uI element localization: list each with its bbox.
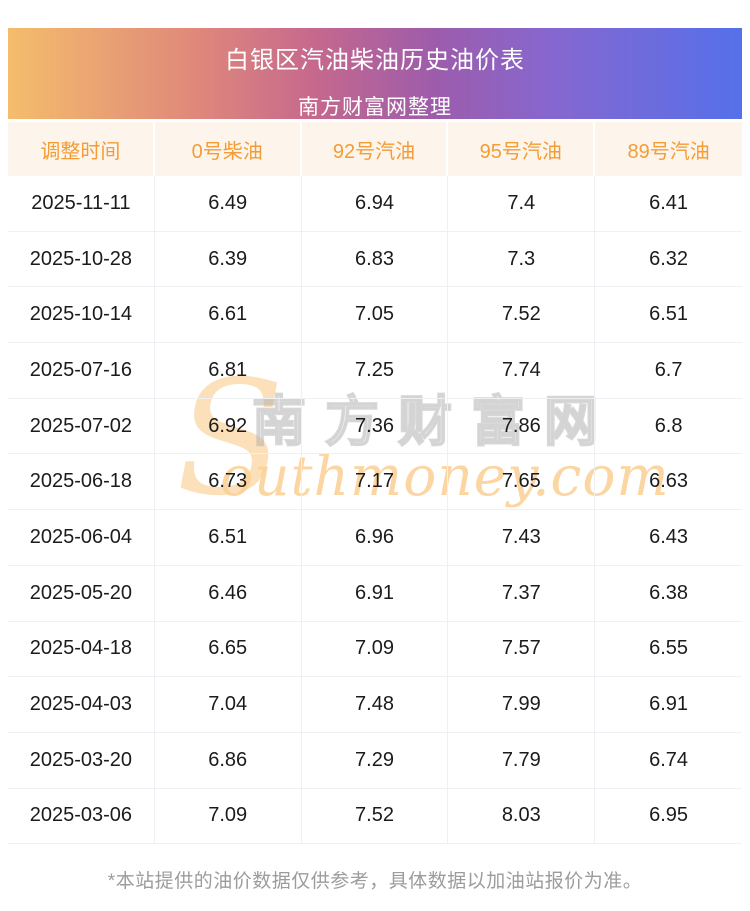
adjust-date-cell: 2025-07-16: [8, 343, 155, 399]
price-cell: 6.91: [301, 565, 449, 622]
price-cell: 7.05: [301, 287, 449, 344]
price-cell: 6.38: [595, 566, 742, 622]
page-title: 白银区汽油柴油历史油价表: [225, 47, 525, 74]
price-cell: 6.94: [301, 176, 449, 232]
price-cell: 7.09: [154, 788, 302, 845]
price-cell: 7.57: [448, 621, 596, 678]
table-row: 2025-10-14 6.61 7.05 7.52 6.51: [8, 287, 742, 344]
adjust-date-cell: 2025-03-20: [8, 732, 155, 789]
price-cell: 7.74: [448, 343, 596, 399]
col-header-gasoline-89: 89号汽油: [595, 122, 742, 176]
table-row: 2025-03-20 6.86 7.29 7.79 6.74: [8, 732, 742, 789]
page-subtitle: 南方财富网整理: [298, 96, 452, 119]
price-cell: 7.79: [448, 732, 596, 789]
price-cell: 7.52: [448, 287, 596, 344]
table-row: 2025-10-28 6.39 6.83 7.3 6.32: [8, 231, 742, 288]
adjust-date-cell: 2025-05-20: [8, 565, 155, 622]
price-cell: 7.65: [448, 454, 596, 511]
col-header-gasoline-95: 95号汽油: [448, 122, 596, 176]
price-cell: 7.29: [301, 732, 449, 789]
price-cell: 6.95: [595, 789, 742, 845]
price-cell: 6.61: [154, 287, 302, 344]
disclaimer-note: *本站提供的油价数据仅供参考，具体数据以加油站报价为准。: [107, 871, 643, 892]
adjust-date-cell: 2025-04-18: [8, 621, 155, 678]
table-row: 2025-07-02 6.92 7.36 7.86 6.8: [8, 398, 742, 455]
price-cell: 7.37: [448, 565, 596, 622]
price-cell: 6.51: [154, 510, 302, 566]
price-cell: 6.41: [595, 176, 742, 232]
price-cell: 7.99: [448, 677, 596, 733]
table-row: 2025-05-20 6.46 6.91 7.37 6.38: [8, 565, 742, 622]
price-cell: 6.7: [595, 343, 742, 399]
price-cell: 6.51: [595, 287, 742, 344]
price-cell: 6.49: [154, 176, 302, 232]
adjust-date-cell: 2025-11-11: [8, 176, 155, 232]
price-cell: 6.86: [154, 732, 302, 789]
price-cell: 6.39: [154, 231, 302, 288]
price-cell: 7.17: [301, 454, 449, 511]
fuel-price-table: 调整时间 0号柴油 92号汽油 95号汽油 89号汽油 2025-11-11 6.…: [8, 122, 742, 845]
price-cell: 7.09: [301, 621, 449, 678]
price-cell: 6.55: [595, 622, 742, 678]
adjust-date-cell: 2025-03-06: [8, 788, 155, 845]
price-cell: 6.43: [595, 510, 742, 566]
price-cell: 7.3: [448, 231, 596, 288]
price-cell: 7.04: [154, 677, 302, 733]
header-row: 调整时间 0号柴油 92号汽油 95号汽油 89号汽油: [8, 122, 742, 176]
price-cell: 8.03: [448, 788, 596, 845]
table-row: 2025-04-18 6.65 7.09 7.57 6.55: [8, 621, 742, 678]
price-cell: 6.91: [595, 677, 742, 733]
price-cell: 6.92: [154, 398, 302, 455]
col-header-gasoline-92: 92号汽油: [301, 122, 449, 176]
price-cell: 6.65: [154, 621, 302, 678]
price-cell: 7.36: [301, 398, 449, 455]
price-cell: 7.52: [301, 788, 449, 845]
price-cell: 6.46: [154, 565, 302, 622]
price-cell: 6.83: [301, 231, 449, 288]
price-cell: 7.4: [448, 176, 596, 232]
price-cell: 6.81: [154, 343, 302, 399]
price-cell: 7.25: [301, 343, 449, 399]
price-table-area: S 南方财富网 outhmoney.com 调整时间 0号柴油 92号汽油 95…: [8, 122, 742, 845]
table-row: 2025-06-18 6.73 7.17 7.65 6.63: [8, 454, 742, 511]
price-cell: 6.96: [301, 510, 449, 566]
price-cell: 6.8: [595, 399, 742, 455]
col-header-adjust-date: 调整时间: [8, 122, 155, 176]
price-cell: 6.74: [595, 733, 742, 789]
adjust-date-cell: 2025-06-04: [8, 510, 155, 566]
adjust-date-cell: 2025-04-03: [8, 677, 155, 733]
table-body: 2025-11-11 6.49 6.94 7.4 6.41 2025-10-28 6.39 6…: [8, 176, 742, 845]
price-cell: 7.43: [448, 510, 596, 566]
table-row: 2025-07-16 6.81 7.25 7.74 6.7: [8, 343, 742, 399]
adjust-date-cell: 2025-10-28: [8, 231, 155, 288]
adjust-date-cell: 2025-07-02: [8, 398, 155, 455]
table-header: 调整时间 0号柴油 92号汽油 95号汽油 89号汽油: [8, 122, 742, 176]
adjust-date-cell: 2025-10-14: [8, 287, 155, 344]
price-cell: 6.63: [595, 454, 742, 511]
price-cell: 7.86: [448, 398, 596, 455]
col-header-diesel-0: 0号柴油: [154, 122, 302, 176]
price-cell: 6.32: [595, 232, 742, 288]
table-row: 2025-11-11 6.49 6.94 7.4 6.41: [8, 176, 742, 232]
price-cell: 7.48: [301, 677, 449, 733]
table-row: 2025-04-03 7.04 7.48 7.99 6.91: [8, 677, 742, 733]
table-row: 2025-06-04 6.51 6.96 7.43 6.43: [8, 510, 742, 566]
adjust-date-cell: 2025-06-18: [8, 454, 155, 511]
table-title-banner: 白银区汽油柴油历史油价表 南方财富网整理: [8, 28, 742, 119]
price-cell: 6.73: [154, 454, 302, 511]
table-row: 2025-03-06 7.09 7.52 8.03 6.95: [8, 788, 742, 845]
